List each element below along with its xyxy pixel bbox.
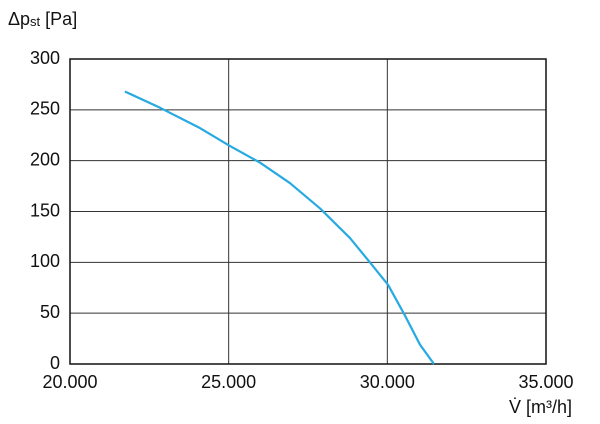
y-tick-label: 300: [30, 48, 60, 68]
data-line: [124, 90, 435, 365]
y-tick-label: 100: [30, 251, 60, 271]
y-axis-label: Δpst [Pa]: [8, 9, 77, 30]
y-tick-label: 250: [30, 99, 60, 119]
y-tick-label: 150: [30, 200, 60, 220]
plot-frame: [69, 58, 547, 365]
x-tick-label: 35.000: [518, 372, 573, 392]
y-label-main: Δp: [8, 9, 30, 29]
y-tick-label: 50: [40, 302, 60, 322]
x-axis-label: V̇ [m³/h]: [509, 397, 572, 417]
x-tick-label: 25.000: [201, 372, 256, 392]
y-label-sub: st: [30, 14, 41, 29]
y-label-unit: [Pa]: [45, 9, 77, 29]
x-tick-label: 20.000: [42, 372, 97, 392]
x-tick-label: 30.000: [360, 372, 415, 392]
y-tick-label: 200: [30, 149, 60, 169]
y-tick-label: 0: [50, 353, 60, 373]
